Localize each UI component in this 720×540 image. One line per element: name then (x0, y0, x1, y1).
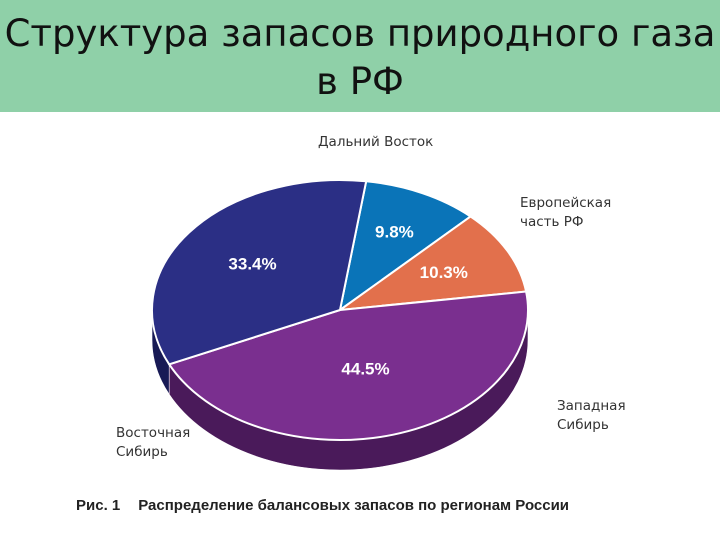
slice-западная-сибирь (167, 290, 529, 441)
slice-дальний-восток (338, 180, 473, 313)
title-bar: Структура запасов природного газа в РФ (0, 0, 720, 112)
figure-caption: Рис. 1 Распределение балансовых запасов п… (76, 497, 716, 514)
category-label-западная-сибирь: Западная Сибирь (557, 398, 626, 433)
value-label-европейская-часть-рф: 10.3% (420, 263, 468, 282)
pie-chart-area: 9.8% 10.3% 44.5% 33.4% Дальний Восток Европей… (0, 112, 720, 540)
value-label-западная-сибирь: 44.5% (341, 359, 389, 378)
value-label-восточная-сибирь: 33.4% (228, 254, 276, 273)
pie-slices (151, 179, 529, 441)
category-label-европейская-часть-рф: Европейская часть РФ (520, 195, 611, 230)
slide-title: Структура запасов природного газа в РФ (4, 12, 716, 103)
caption-text: Распределение балансовых запасов по реги… (138, 497, 570, 514)
category-label-дальний-восток: Дальний Восток (318, 134, 433, 150)
value-labels: 9.8% 10.3% 44.5% 33.4% (228, 222, 467, 378)
slice-европейская-часть-рф (336, 215, 528, 312)
category-label-восточная-сибирь: Восточная Сибирь (116, 425, 190, 460)
slice-восточная-сибирь (151, 179, 368, 366)
caption-number: Рис. 1 (76, 497, 121, 514)
value-label-дальний-восток: 9.8% (375, 222, 414, 241)
pie-chart: 9.8% 10.3% 44.5% 33.4% Дальний Восток Европей… (116, 134, 626, 471)
category-labels: Дальний Восток Европейская часть РФ Западна… (116, 134, 626, 460)
